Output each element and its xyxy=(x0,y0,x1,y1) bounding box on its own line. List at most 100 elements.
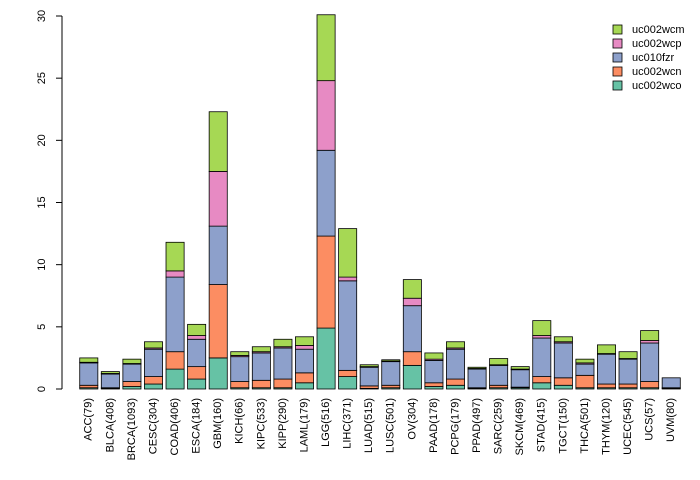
bar-segment-uc010fzr xyxy=(446,348,465,380)
bar-segment-uc002wcn xyxy=(144,376,163,385)
bar-segment-uc002wcm xyxy=(381,359,401,362)
bar-segment-uc010fzr xyxy=(338,280,358,371)
x-tick-label: THCA(501) xyxy=(579,398,591,454)
x-tick-label: ESCA(184) xyxy=(191,398,203,454)
bar-stack-kipc xyxy=(251,346,271,390)
bar-segment-uc002wcm xyxy=(208,111,228,172)
bars xyxy=(79,14,681,390)
bar-segment-uc002wcm xyxy=(144,341,163,349)
bar-segment-uc010fzr xyxy=(144,348,163,377)
bar-segment-uc010fzr xyxy=(489,364,509,386)
x-tick-label: KIPP(290) xyxy=(277,398,289,449)
bar-segment-uc010fzr xyxy=(640,342,660,382)
bar-segment-uc002wcn xyxy=(165,351,185,370)
bar-segment-uc002wcn xyxy=(424,382,444,387)
bar-segment-uc010fzr xyxy=(553,342,573,379)
bar-segment-uc002wcp xyxy=(338,276,358,282)
bar-segment-uc002wcp xyxy=(208,171,228,227)
bar-stack-pcpg xyxy=(446,341,465,390)
x-tick-label: BLCA(408) xyxy=(104,398,116,452)
bar-segment-uc010fzr xyxy=(208,225,228,285)
bar-segment-uc002wcp xyxy=(402,297,422,307)
bar-segment-uc002wcp xyxy=(165,270,185,278)
bar-segment-uc010fzr xyxy=(122,363,142,382)
bar-segment-uc002wcn xyxy=(295,372,314,384)
x-axis-labels: ACC(79) BLCA(408) BRCA(1093) CESC(304) COAD(… xyxy=(83,398,677,460)
x-tick-label: KICH(66) xyxy=(234,398,246,444)
legend-swatch-uc002wcp xyxy=(612,38,623,49)
bar-segment-uc010fzr xyxy=(165,276,185,353)
bar-segment-uc010fzr xyxy=(187,338,207,368)
bar-segment-uc002wcn xyxy=(553,377,573,386)
bar-segment-uc002wcn xyxy=(597,383,616,389)
bar-segment-uc010fzr xyxy=(532,337,552,377)
bar-stack-lgg xyxy=(316,14,336,390)
bar-segment-uc010fzr xyxy=(618,358,638,385)
bar-segment-uc002wco xyxy=(187,378,207,390)
x-tick-label: OV(304) xyxy=(406,398,418,440)
bar-segment-uc002wcn xyxy=(208,284,228,359)
bar-segment-uc010fzr xyxy=(510,369,530,388)
bar-segment-uc002wcm xyxy=(359,364,379,368)
bar-segment-uc002wcn xyxy=(640,381,660,389)
bar-stack-kipp xyxy=(273,338,293,390)
bar-segment-uc002wcm xyxy=(230,351,250,356)
bar-stack-skcm xyxy=(510,366,530,390)
x-tick-label: LIHC(371) xyxy=(342,398,354,449)
bar-segment-uc010fzr xyxy=(359,366,379,387)
y-tick-label: 20 xyxy=(36,134,48,146)
bar-stack-sarc xyxy=(489,358,509,390)
bar-segment-uc010fzr xyxy=(230,356,250,382)
bar-segment-uc002wcm xyxy=(251,346,271,353)
bar-segment-uc010fzr xyxy=(402,305,422,353)
bar-segment-uc002wco xyxy=(208,357,228,390)
bar-stack-kich xyxy=(230,351,250,390)
x-tick-label: LGG(516) xyxy=(320,398,332,447)
bar-stack-acc xyxy=(79,357,99,390)
bar-stack-stad xyxy=(532,320,552,390)
bar-segment-uc002wcp xyxy=(316,80,336,151)
bar-segment-uc002wcm xyxy=(489,358,509,366)
bar-segment-uc002wcn xyxy=(618,383,638,389)
x-tick-label: THYM(120) xyxy=(600,398,612,455)
bar-segment-uc002wco xyxy=(532,382,552,390)
bar-segment-uc002wcm xyxy=(79,357,99,363)
bar-stack-ov xyxy=(402,279,422,390)
x-tick-label: UVM(80) xyxy=(665,398,677,442)
bar-segment-uc002wcm xyxy=(424,352,444,360)
bar-segment-uc002wco xyxy=(144,383,163,390)
bar-segment-uc002wcn xyxy=(122,381,142,387)
x-tick-label: SARC(259) xyxy=(493,398,505,454)
bar-segment-uc010fzr xyxy=(661,377,681,389)
bar-segment-uc010fzr xyxy=(273,347,293,380)
x-tick-label: BRCA(1093) xyxy=(126,398,138,460)
x-tick-label: PCPG(179) xyxy=(449,398,461,455)
y-tick-label: 0 xyxy=(36,386,48,392)
bar-segment-uc002wco xyxy=(338,376,358,390)
bar-stack-ucs xyxy=(640,330,660,390)
bar-stack-tgct xyxy=(553,336,573,390)
bar-segment-uc002wcn xyxy=(251,379,271,389)
bar-segment-uc010fzr xyxy=(100,373,120,389)
bar-stack-esca xyxy=(187,323,207,390)
x-tick-label: PPAD(497) xyxy=(471,398,483,453)
y-tick-label: 15 xyxy=(36,196,48,208)
bar-segment-uc002wcm xyxy=(510,366,530,370)
bar-stack-paad xyxy=(424,352,444,390)
bar-segment-uc002wco xyxy=(165,368,185,390)
bar-stack-ppad xyxy=(467,366,487,390)
x-tick-label: TGCT(150) xyxy=(557,398,569,454)
bar-stack-luad xyxy=(359,364,379,390)
bar-stack-coad xyxy=(165,241,185,390)
bar-segment-uc002wcn xyxy=(532,376,552,384)
x-tick-label: CESC(304) xyxy=(147,398,159,454)
bar-segment-uc002wcm xyxy=(122,358,142,364)
y-tick-label: 30 xyxy=(36,10,48,22)
bar-segment-uc002wcn xyxy=(575,374,595,389)
bar-segment-uc010fzr xyxy=(381,361,401,386)
bar-segment-uc010fzr xyxy=(424,360,444,384)
legend-swatch-uc002wcm xyxy=(612,24,623,35)
bar-stack-lihc xyxy=(338,228,358,390)
bar-segment-uc002wco xyxy=(295,382,314,390)
bar-segment-uc002wcm xyxy=(532,320,552,336)
